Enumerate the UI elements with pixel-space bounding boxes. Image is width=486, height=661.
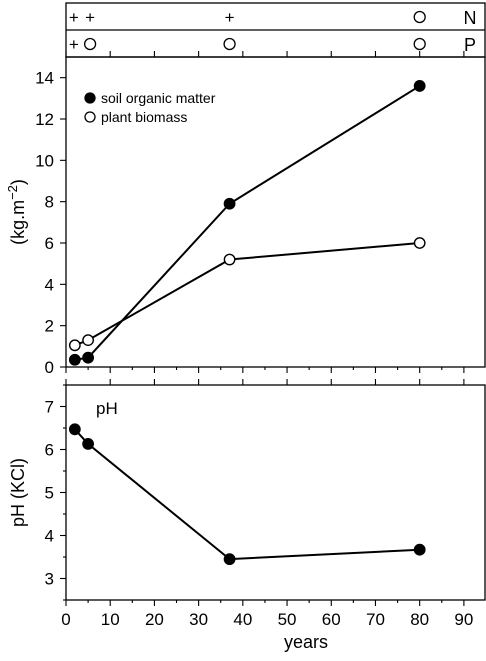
data-point-filled [413,80,426,92]
y-tick-label: 3 [45,570,54,589]
y-axis-label-exponent: −2 [5,185,20,200]
table-symbol-plus: + [69,35,79,54]
series-line-soil-organic-matter [74,85,421,361]
x-tick-label: 70 [366,610,385,629]
x-tick-label: 80 [410,610,429,629]
data-point-filled [223,553,236,566]
legend-marker-filled [84,92,96,104]
y-tick-label: 0 [45,358,54,377]
x-tick-label: 60 [322,610,341,629]
data-point-filled [68,423,81,436]
table-symbol-plus: + [85,8,95,27]
data-point-filled [413,543,426,556]
legend-label: soil organic matter [101,90,216,106]
ph-annotation: pH [96,399,118,418]
y-tick-label: 4 [45,527,54,546]
y-tick-label: 10 [35,151,54,170]
table-symbol-plus: + [225,8,235,27]
data-point-open [413,237,426,249]
series-line-ph [74,428,420,561]
y-tick-label: 12 [35,110,54,129]
table-symbol-open-circle [223,37,236,51]
table-symbol-open-circle [413,10,426,24]
legend-marker-open [84,111,96,123]
plot-frame [65,384,486,601]
biomass-chart: 0 2 4 6 8 10 12 14 (kg.m−2) soil organic matter pl… [5,51,486,377]
table-row-label-n: N [464,8,477,28]
data-point-open [68,339,81,352]
data-point-filled [82,351,95,364]
y-tick-label: 5 [45,484,54,503]
x-axis-label: years [284,632,328,652]
table-symbol-open-circle [413,37,426,51]
legend-label: plant biomass [101,109,187,125]
table-symbol-plus: + [69,8,79,27]
x-tick-label: 30 [189,610,208,629]
y-axis-label: pH (KCl) [8,458,28,527]
y-tick-label: 4 [45,275,54,294]
table-row-label-p: P [464,35,476,55]
y-tick-label: 2 [45,317,54,336]
plot-frame [65,56,486,368]
y-axis-label-close: ) [8,179,28,185]
data-point-filled [223,197,236,210]
y-tick-label: 7 [45,398,54,417]
table-symbol-open-circle [83,37,97,51]
x-tick-label: 20 [145,610,164,629]
y-tick-label: 6 [45,234,54,253]
x-tick-label: 40 [233,610,252,629]
ph-chart: 3 4 5 6 7 pH (KCl) pH 0 10 20 30 40 50 60 70 80 90 years [8,379,486,652]
y-tick-label: 8 [45,193,54,212]
y-axis-label-base: (kg.m [8,200,28,245]
x-tick-label: 0 [61,610,70,629]
y-tick-label: 14 [35,69,54,88]
x-tick-label: 50 [278,610,297,629]
data-point-open [82,334,95,347]
y-tick-label: 6 [45,441,54,460]
x-tick-label: 10 [101,610,120,629]
nutrient-table: N + + + P + [65,2,486,58]
data-point-filled [82,438,95,450]
series-line-plant-biomass [74,242,420,347]
data-point-open [223,253,236,266]
data-point-filled [68,353,81,366]
y-axis-label: (kg.m−2) [5,179,28,245]
x-tick-label: 90 [454,610,473,629]
